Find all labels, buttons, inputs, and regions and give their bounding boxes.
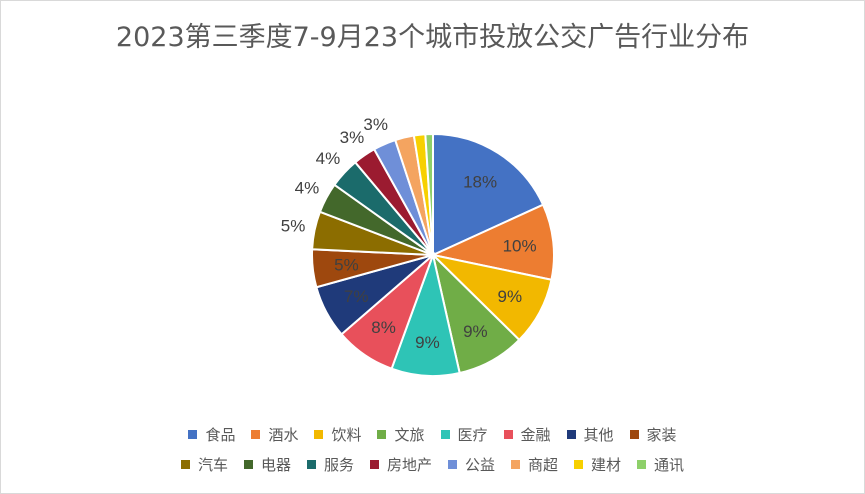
legend-item-建材: 建材 [574, 454, 621, 475]
legend-swatch [314, 430, 324, 439]
legend-item-食品: 食品 [188, 424, 235, 445]
legend-swatch [243, 460, 253, 469]
legend-item-商超: 商超 [511, 454, 558, 475]
legend-item-医疗: 医疗 [440, 424, 488, 445]
legend-item-服务: 服务 [306, 454, 354, 475]
pie-slice-食品 [432, 132, 545, 257]
legend-item-家装: 家装 [629, 424, 677, 445]
data-label-公益: 3% [363, 115, 388, 134]
data-label-其他: 7% [344, 287, 369, 306]
legend-item-电器: 电器 [243, 454, 291, 475]
chart-title: 2023第三季度7-9月23个城市投放公交广告行业分布 [115, 22, 750, 53]
legend-label: 房地产 [386, 456, 432, 474]
legend-swatch [511, 460, 521, 469]
legend-label: 家装 [646, 426, 677, 444]
legend-swatch [503, 430, 513, 439]
data-label-酒水: 10% [503, 236, 537, 255]
legend-swatch [377, 430, 387, 439]
legend-label: 金融 [520, 426, 551, 444]
data-label-金融: 8% [371, 318, 396, 337]
legend-item-汽车: 汽车 [180, 454, 228, 475]
data-label-家装: 5% [334, 256, 359, 275]
data-label-房地产: 3% [340, 128, 365, 147]
legend-swatch [369, 460, 379, 469]
legend-swatch [566, 430, 576, 439]
legend-item-公益: 公益 [448, 454, 495, 475]
legend-item-其他: 其他 [566, 424, 614, 445]
legend-item-金融: 金融 [503, 424, 551, 445]
legend-label: 商超 [528, 456, 559, 474]
legend-item-饮料: 饮料 [314, 424, 361, 445]
legend-label: 饮料 [331, 426, 362, 444]
legend-label: 服务 [323, 456, 354, 474]
legend-swatch [251, 430, 261, 439]
legend-label: 医疗 [457, 426, 488, 444]
legend-label: 电器 [260, 456, 291, 474]
legend-item-房地产: 房地产 [369, 454, 432, 475]
legend-label: 通讯 [654, 456, 685, 474]
data-label-电器: 4% [295, 178, 320, 197]
legend-label: 食品 [205, 426, 236, 444]
legend-item-文旅: 文旅 [377, 424, 425, 445]
data-label-医疗: 9% [415, 333, 440, 352]
legend-swatch [188, 430, 198, 439]
legend-swatch [180, 460, 190, 469]
legend-label: 公益 [465, 456, 496, 474]
legend-item-通讯: 通讯 [637, 454, 684, 475]
legend-swatch [629, 430, 639, 439]
data-label-食品: 18% [463, 173, 497, 192]
legend-row-1: 食品 酒水 饮料 文旅 医疗 金融 其他 家装 [1, 424, 864, 445]
data-label-汽车: 5% [281, 217, 306, 236]
legend-label: 酒水 [268, 426, 299, 444]
legend-label: 汽车 [197, 456, 228, 474]
legend-swatch [440, 430, 450, 439]
data-label-服务: 4% [316, 149, 341, 168]
legend-swatch [574, 460, 584, 469]
legend-label: 文旅 [394, 426, 425, 444]
legend-swatch [448, 460, 457, 469]
legend-item-酒水: 酒水 [251, 424, 298, 445]
legend-swatch [306, 460, 316, 469]
legend-label: 其他 [583, 426, 614, 444]
legend-label: 建材 [591, 456, 622, 474]
legend-swatch [637, 460, 647, 469]
data-label-文旅: 9% [463, 322, 488, 341]
legend-row-2: 汽车 电器 服务 房地产 公益 商超 建材 通讯 [1, 454, 864, 475]
data-label-饮料: 9% [498, 287, 523, 306]
pie-slice-通讯 [424, 132, 434, 256]
